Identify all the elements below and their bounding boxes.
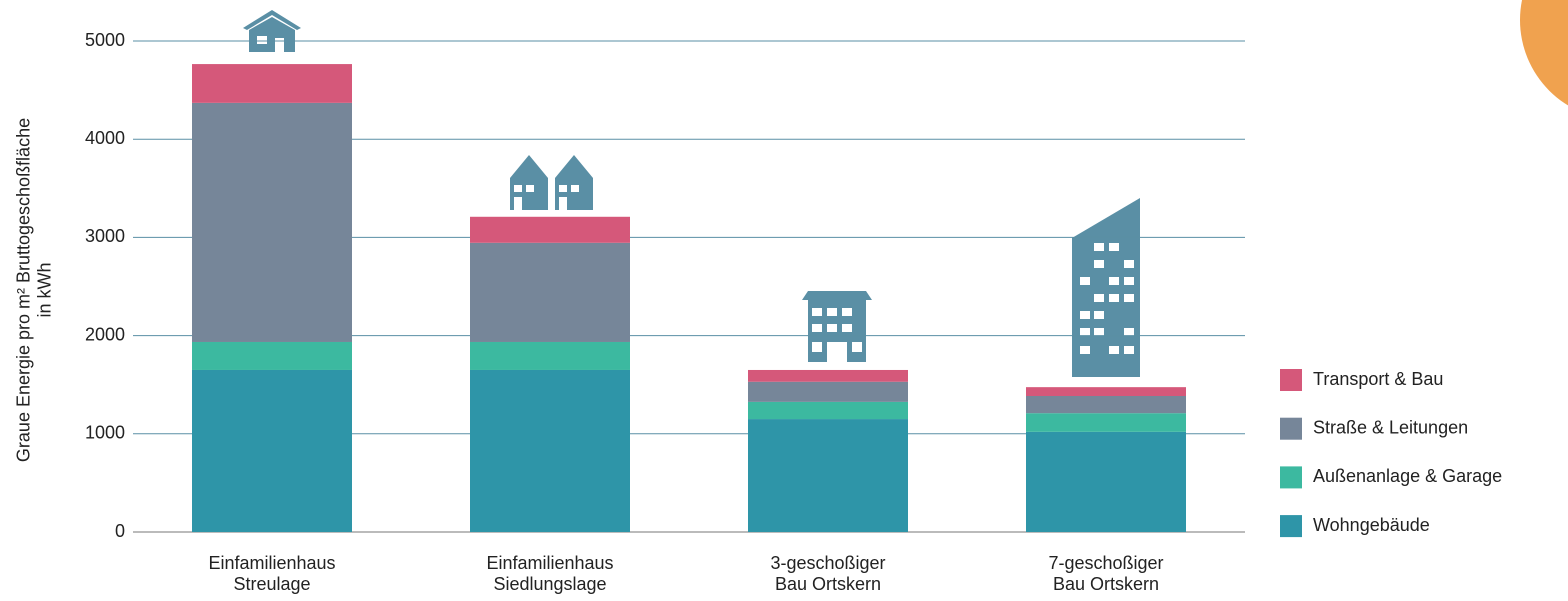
bar-segment bbox=[1026, 395, 1186, 414]
bar-segment bbox=[1026, 387, 1186, 396]
y-tick-label: 0 bbox=[115, 521, 125, 541]
bar-segment bbox=[470, 369, 630, 532]
y-tick-label: 2000 bbox=[85, 324, 125, 344]
icons bbox=[243, 10, 1140, 377]
bar-segment bbox=[470, 216, 630, 243]
bar-segment bbox=[192, 102, 352, 342]
bar-segment bbox=[192, 369, 352, 532]
y-tick-label: 3000 bbox=[85, 226, 125, 246]
x-tick-label: Einfamilienhaus Siedlungslage bbox=[486, 553, 613, 594]
bar-segment bbox=[470, 242, 630, 342]
bar-segment bbox=[748, 401, 908, 420]
y-tick-label: 4000 bbox=[85, 128, 125, 148]
x-tick-label: 7-geschoßiger Bau Ortskern bbox=[1048, 553, 1163, 594]
bar-segment bbox=[748, 419, 908, 532]
bar-segment bbox=[748, 369, 908, 382]
bar-segment bbox=[1026, 413, 1186, 432]
legend-swatch bbox=[1280, 466, 1302, 489]
legend-label: Außenanlage & Garage bbox=[1313, 466, 1502, 486]
legend-swatch bbox=[1280, 515, 1302, 538]
legend-swatch bbox=[1280, 369, 1302, 391]
bar-segment bbox=[748, 381, 908, 402]
x-tick-label: Einfamilienhaus Streulage bbox=[208, 553, 335, 594]
bar-segment bbox=[470, 341, 630, 370]
legend-swatch bbox=[1280, 417, 1302, 440]
legend-label: Straße & Leitungen bbox=[1313, 417, 1468, 437]
decor-circle bbox=[1520, 0, 1568, 106]
bar-segment bbox=[192, 64, 352, 103]
y-axis-label: Graue Energie pro m² Bruttogeschoßfläche… bbox=[13, 118, 54, 462]
bar-segment bbox=[1026, 431, 1186, 532]
y-tick-label: 1000 bbox=[85, 423, 125, 443]
bar-segment bbox=[192, 341, 352, 370]
x-tick-label: 3-geschoßiger Bau Ortskern bbox=[770, 553, 885, 594]
legend-label: Transport & Bau bbox=[1313, 369, 1443, 389]
icon-windows bbox=[1080, 243, 1134, 354]
legend-label: Wohngebäude bbox=[1313, 515, 1430, 535]
y-tick-label: 5000 bbox=[85, 30, 125, 50]
